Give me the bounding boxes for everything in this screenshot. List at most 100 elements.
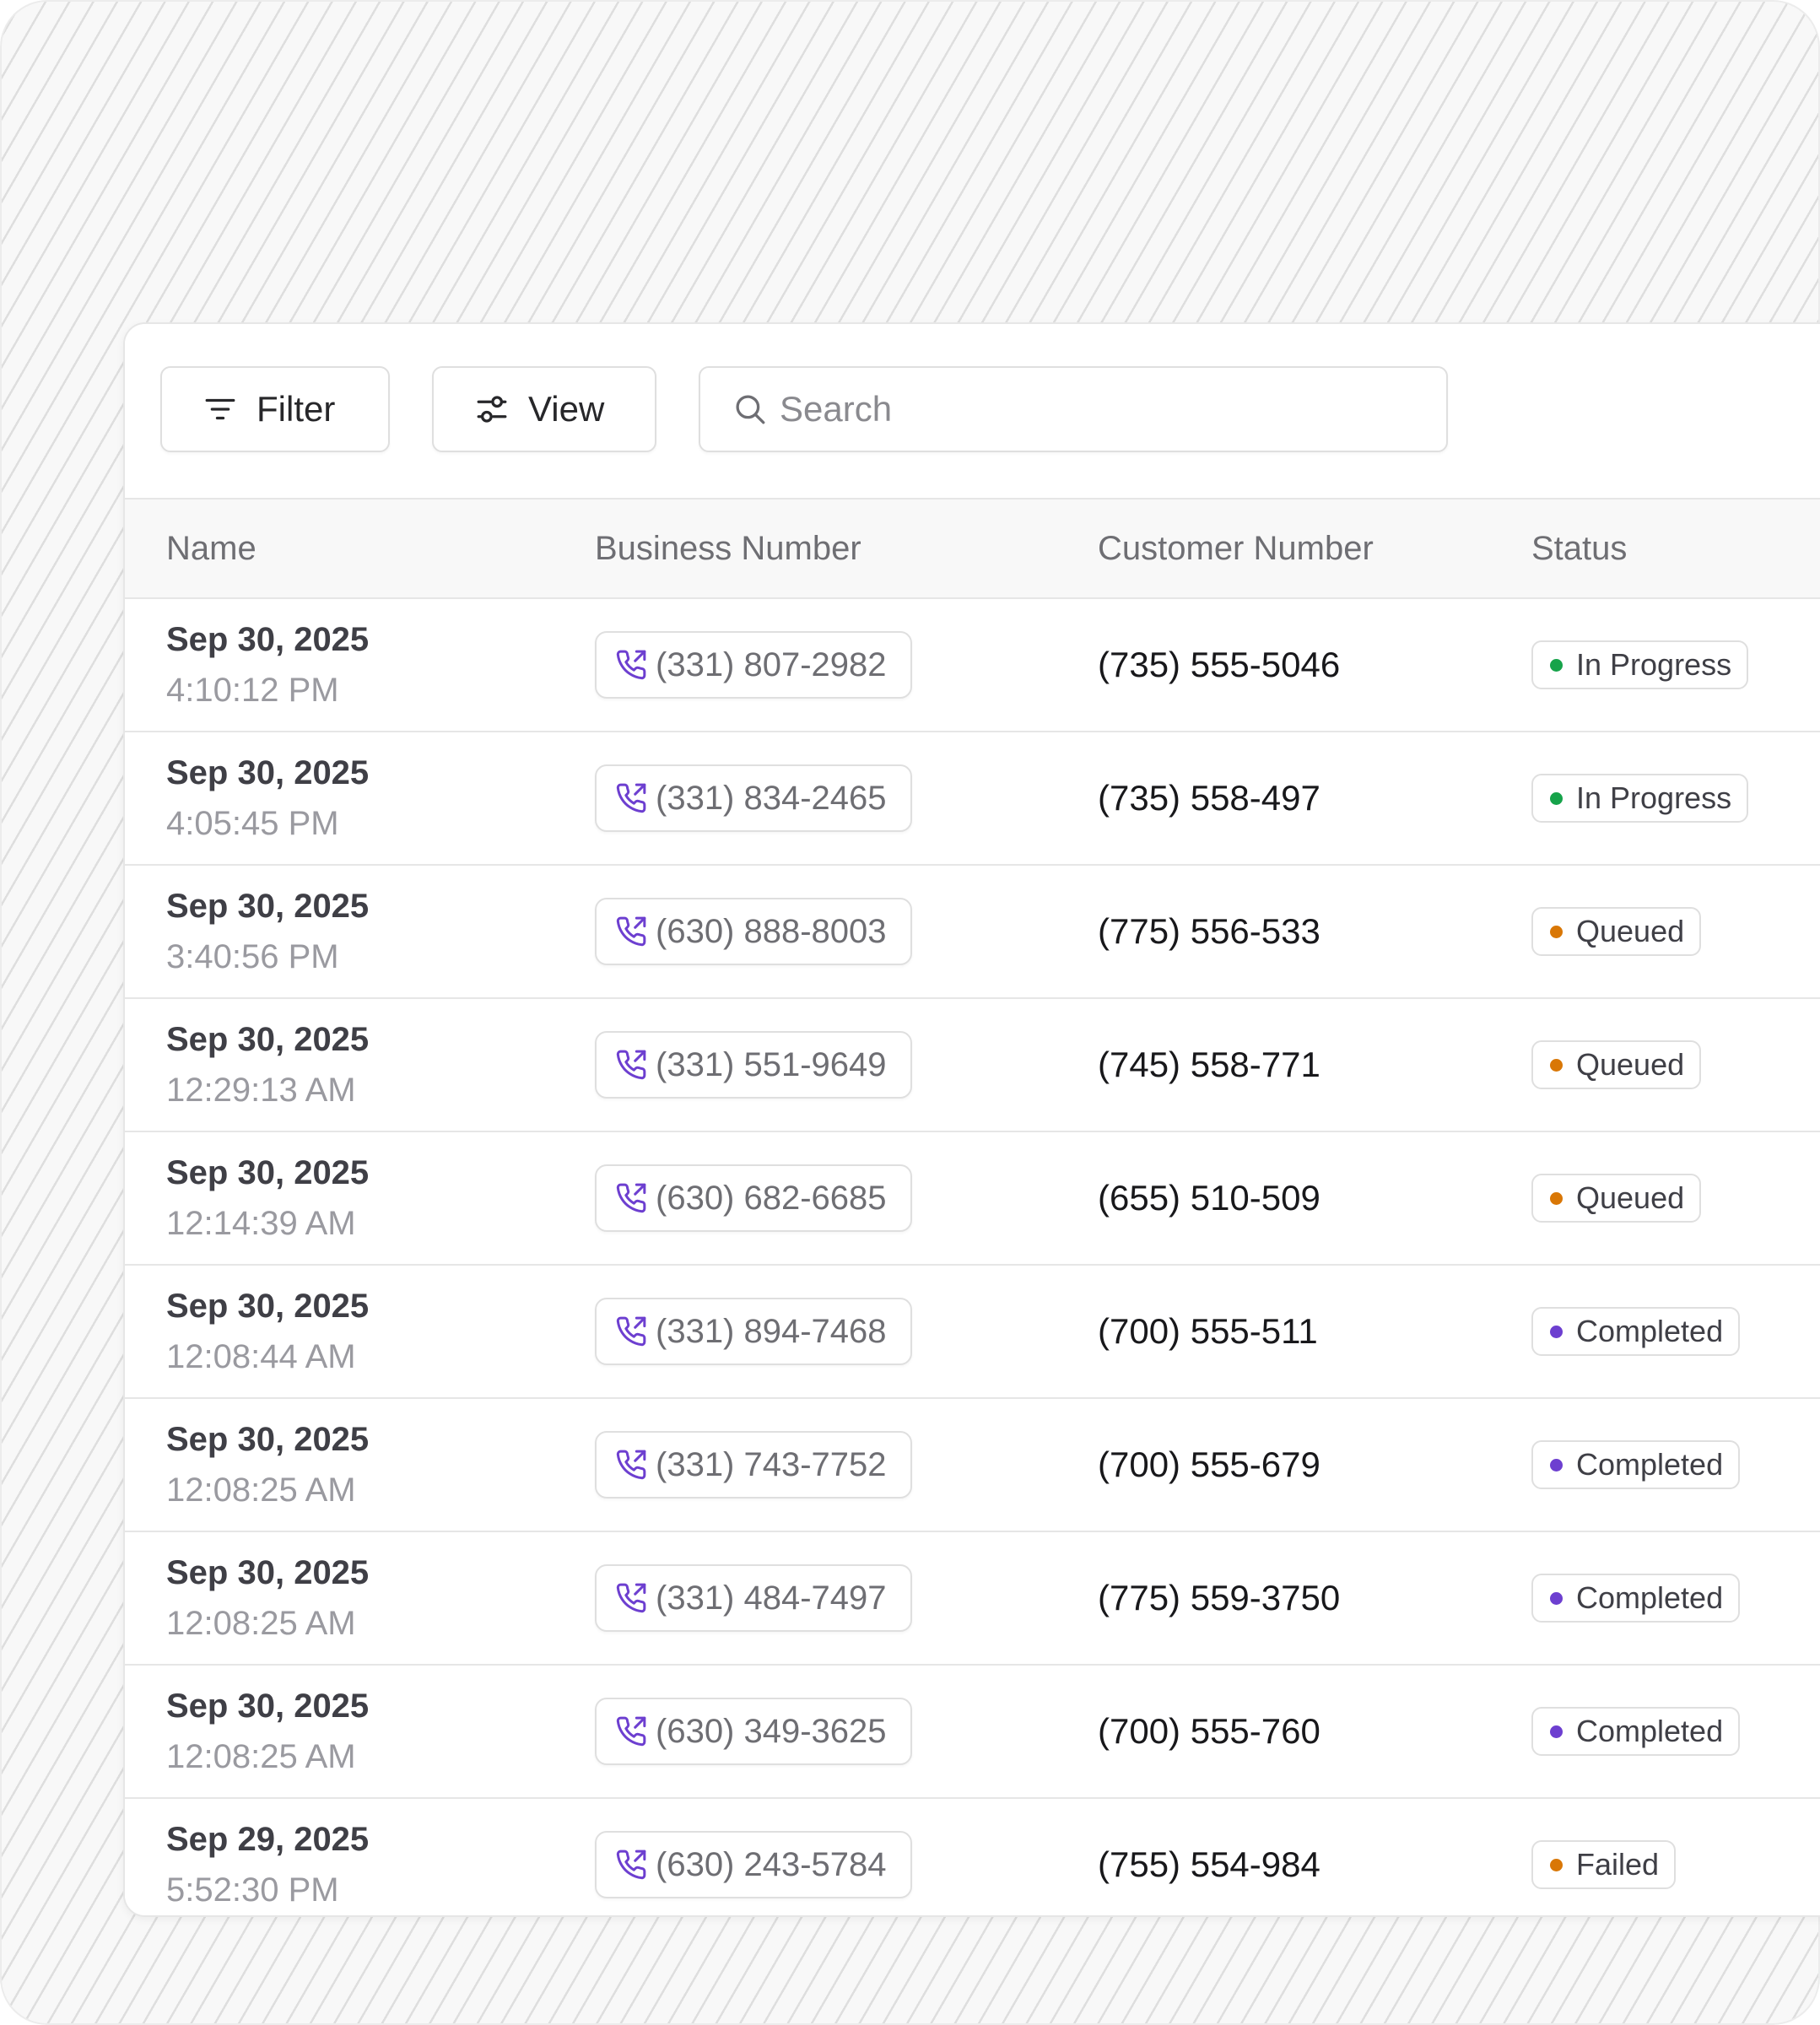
call-time: 12:29:13 AM: [166, 1072, 356, 1109]
column-header-business-number[interactable]: Business Number: [595, 530, 861, 567]
table-row[interactable]: Sep 30, 2025 3:40:56 PM (630) 888-8003 (…: [125, 866, 1820, 999]
status-label: Queued: [1576, 1047, 1685, 1082]
status-label: Queued: [1576, 1180, 1685, 1215]
table-row[interactable]: Sep 30, 2025 12:08:25 AM (331) 484-7497 …: [125, 1532, 1820, 1666]
business-number-chip[interactable]: (331) 551-9649: [595, 1031, 912, 1099]
business-number-text: (630) 349-3625: [656, 1712, 887, 1750]
call-time: 12:08:25 AM: [166, 1605, 356, 1642]
call-time: 3:40:56 PM: [166, 938, 339, 975]
customer-number: (745) 558-771: [1098, 1045, 1320, 1084]
status-dot-icon: [1550, 1058, 1563, 1072]
search-icon: [732, 392, 768, 427]
table-header: Name Business Number Customer Number Sta…: [125, 500, 1820, 599]
status-badge: Failed: [1531, 1840, 1677, 1889]
call-date: Sep 29, 2025: [166, 1821, 370, 1858]
phone-outgoing-icon: [615, 1582, 647, 1614]
table-row[interactable]: Sep 30, 2025 12:08:25 AM (630) 349-3625 …: [125, 1666, 1820, 1799]
status-label: In Progress: [1576, 647, 1732, 682]
phone-outgoing-icon: [615, 782, 647, 814]
business-number-chip[interactable]: (630) 243-5784: [595, 1831, 912, 1898]
status-dot-icon: [1550, 1591, 1563, 1605]
customer-number: (775) 559-3750: [1098, 1578, 1341, 1617]
business-number-chip[interactable]: (331) 807-2982: [595, 631, 912, 699]
business-number-text: (630) 888-8003: [656, 912, 887, 950]
status-dot-icon: [1550, 1725, 1563, 1738]
column-header-name[interactable]: Name: [166, 530, 257, 567]
business-number-chip[interactable]: (331) 484-7497: [595, 1564, 912, 1632]
status-badge: Queued: [1531, 1040, 1702, 1089]
search-input[interactable]: [780, 389, 1387, 429]
business-number-chip[interactable]: (331) 894-7468: [595, 1298, 912, 1365]
business-number-text: (331) 484-7497: [656, 1579, 887, 1617]
call-date: Sep 30, 2025: [166, 1688, 370, 1725]
call-date: Sep 30, 2025: [166, 1154, 370, 1191]
filter-button-label: Filter: [257, 389, 336, 429]
table-row[interactable]: Sep 30, 2025 4:05:45 PM (331) 834-2465 (…: [125, 732, 1820, 866]
phone-outgoing-icon: [615, 1849, 647, 1881]
table-row[interactable]: Sep 30, 2025 12:29:13 AM (331) 551-9649 …: [125, 999, 1820, 1132]
table-row[interactable]: Sep 29, 2025 5:52:30 PM (630) 243-5784 (…: [125, 1799, 1820, 1915]
calls-table-card: Filter View: [123, 322, 1820, 1917]
call-date: Sep 30, 2025: [166, 754, 370, 791]
call-date: Sep 30, 2025: [166, 621, 370, 658]
phone-outgoing-icon: [615, 1182, 647, 1214]
status-dot-icon: [1550, 1191, 1563, 1205]
table-row[interactable]: Sep 30, 2025 4:10:12 PM (331) 807-2982 (…: [125, 599, 1820, 732]
business-number-chip[interactable]: (331) 743-7752: [595, 1431, 912, 1498]
phone-outgoing-icon: [615, 649, 647, 681]
business-number-chip[interactable]: (630) 888-8003: [595, 898, 912, 965]
status-label: Completed: [1576, 1580, 1724, 1615]
column-header-status[interactable]: Status: [1531, 530, 1628, 567]
status-label: Queued: [1576, 914, 1685, 948]
status-badge: Completed: [1531, 1440, 1741, 1489]
business-number-chip[interactable]: (630) 682-6685: [595, 1164, 912, 1232]
call-date: Sep 30, 2025: [166, 1421, 370, 1458]
status-dot-icon: [1550, 925, 1563, 938]
customer-number: (655) 510-509: [1098, 1178, 1320, 1218]
customer-number: (735) 558-497: [1098, 778, 1320, 818]
phone-outgoing-icon: [615, 1449, 647, 1481]
call-time: 4:10:12 PM: [166, 672, 339, 709]
status-label: Completed: [1576, 1314, 1724, 1348]
table-row[interactable]: Sep 30, 2025 12:08:25 AM (331) 743-7752 …: [125, 1399, 1820, 1532]
customer-number: (700) 555-511: [1098, 1311, 1318, 1351]
status-badge: Completed: [1531, 1707, 1741, 1756]
status-dot-icon: [1550, 1858, 1563, 1871]
call-time: 4:05:45 PM: [166, 805, 339, 842]
call-time: 12:08:44 AM: [166, 1338, 356, 1375]
table-row[interactable]: Sep 30, 2025 12:08:44 AM (331) 894-7468 …: [125, 1266, 1820, 1399]
call-date: Sep 30, 2025: [166, 1554, 370, 1591]
business-number-chip[interactable]: (630) 349-3625: [595, 1698, 912, 1765]
business-number-text: (331) 551-9649: [656, 1045, 887, 1083]
status-dot-icon: [1550, 1458, 1563, 1472]
view-button-label: View: [528, 389, 605, 429]
sliders-icon: [474, 392, 510, 427]
status-dot-icon: [1550, 791, 1563, 805]
search-field[interactable]: [699, 366, 1448, 452]
filter-button[interactable]: Filter: [160, 366, 390, 452]
table-row[interactable]: Sep 30, 2025 12:14:39 AM (630) 682-6685 …: [125, 1132, 1820, 1266]
business-number-text: (331) 807-2982: [656, 645, 887, 683]
view-button[interactable]: View: [432, 366, 656, 452]
call-date: Sep 30, 2025: [166, 1021, 370, 1058]
call-time: 12:08:25 AM: [166, 1738, 356, 1775]
status-badge: In Progress: [1531, 640, 1749, 689]
column-header-customer-number[interactable]: Customer Number: [1098, 530, 1374, 567]
call-time: 12:08:25 AM: [166, 1472, 356, 1509]
call-date: Sep 30, 2025: [166, 1288, 370, 1325]
filter-lines-icon: [203, 392, 238, 427]
customer-number: (735) 555-5046: [1098, 645, 1341, 684]
business-number-chip[interactable]: (331) 834-2465: [595, 764, 912, 832]
table-body: Sep 30, 2025 4:10:12 PM (331) 807-2982 (…: [125, 599, 1820, 1915]
status-badge: Queued: [1531, 907, 1702, 956]
phone-outgoing-icon: [615, 1049, 647, 1081]
status-label: Failed: [1576, 1847, 1660, 1882]
business-number-text: (630) 682-6685: [656, 1179, 887, 1217]
status-dot-icon: [1550, 658, 1563, 672]
business-number-text: (331) 894-7468: [656, 1312, 887, 1350]
status-badge: Queued: [1531, 1174, 1702, 1223]
business-number-text: (331) 743-7752: [656, 1445, 887, 1483]
toolbar: Filter View: [125, 324, 1820, 500]
call-time: 5:52:30 PM: [166, 1871, 339, 1909]
